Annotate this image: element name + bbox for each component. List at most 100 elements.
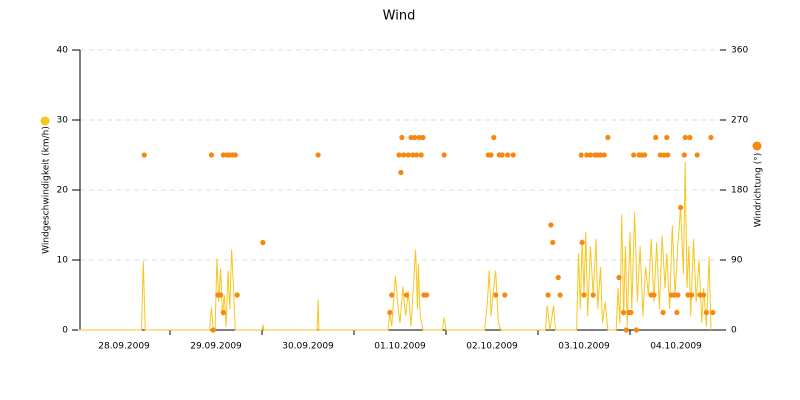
direction-point [491, 134, 497, 141]
direction-point [661, 152, 667, 158]
x-tick-label: 30.09.2009 [282, 342, 334, 352]
x-tick-label: 28.09.2009 [98, 342, 150, 352]
direction-point [581, 292, 587, 298]
direction-point [141, 152, 147, 158]
direction-point [399, 134, 405, 141]
direction-point [605, 134, 611, 141]
y-tick-label: 40 [57, 46, 69, 56]
direction-point [555, 274, 561, 281]
direction-point [660, 309, 666, 316]
direction-point [493, 292, 499, 298]
direction-point [398, 169, 404, 176]
direction-point [633, 327, 640, 333]
direction-point [601, 152, 607, 158]
direction-point [220, 309, 226, 316]
direction-point [620, 309, 627, 316]
direction-point [220, 152, 226, 158]
y2-tick-label: 90 [731, 256, 743, 266]
direction-point [651, 292, 657, 298]
direction-point [550, 239, 556, 246]
direction-point [557, 292, 563, 298]
direction-point [675, 292, 681, 298]
direction-point [413, 152, 420, 158]
direction-point [505, 152, 511, 158]
direction-point [234, 292, 240, 298]
direction-point [697, 292, 703, 298]
direction-point [499, 152, 505, 158]
direction-point [689, 292, 695, 298]
y-tick-label: 10 [57, 256, 69, 266]
direction-point [665, 152, 671, 158]
direction-point [708, 134, 714, 141]
legend-marker [40, 116, 50, 126]
direction-point [678, 204, 684, 211]
direction-point [685, 292, 691, 298]
y-tick-label: 0 [62, 326, 68, 336]
direction-point [703, 309, 709, 316]
legend-marker [752, 141, 762, 151]
direction-point [232, 152, 238, 158]
chart-title: Wind [383, 9, 416, 24]
direction-point [488, 152, 494, 158]
direction-point [694, 152, 700, 158]
y-tick-label: 30 [57, 116, 69, 126]
direction-point [701, 292, 707, 298]
y2-axis-title: Windrichtung (°) [754, 153, 764, 228]
direction-point [420, 134, 426, 141]
x-tick-label: 01.10.2009 [374, 342, 426, 352]
direction-point [628, 309, 634, 316]
direction-point [623, 327, 629, 333]
y-axis-title: Windgeschwindigkeit (km/h) [42, 126, 52, 254]
direction-point [418, 152, 424, 158]
direction-point [260, 239, 266, 246]
direction-point [657, 152, 663, 158]
direction-point [408, 134, 414, 141]
direction-point [687, 134, 693, 141]
direction-point [548, 222, 554, 228]
y2-tick-label: 270 [731, 116, 748, 126]
direction-point [403, 292, 410, 298]
direction-point [671, 292, 677, 298]
x-tick-label: 02.10.2009 [466, 342, 518, 352]
direction-point [642, 152, 648, 158]
direction-point [674, 309, 680, 316]
direction-point [424, 292, 430, 298]
direction-point [584, 152, 590, 158]
direction-point [389, 292, 395, 298]
direction-point [579, 239, 585, 246]
direction-point [631, 152, 637, 158]
direction-point [578, 152, 584, 158]
direction-point [545, 292, 551, 298]
direction-point [502, 292, 508, 298]
direction-point [681, 152, 687, 158]
direction-point [405, 152, 411, 158]
direction-point [416, 134, 422, 141]
direction-point [315, 152, 321, 158]
x-tick-label: 04.10.2009 [650, 342, 702, 352]
direction-point [412, 134, 418, 141]
direction-point [590, 292, 596, 298]
direction-point [218, 292, 224, 298]
y2-tick-label: 0 [731, 326, 737, 336]
direction-point [387, 309, 393, 316]
x-tick-label: 03.10.2009 [558, 342, 610, 352]
direction-point [682, 134, 688, 141]
direction-point [401, 152, 407, 158]
direction-point [441, 152, 447, 158]
y-tick-label: 20 [57, 186, 69, 196]
direction-point [396, 152, 402, 158]
direction-point [616, 274, 622, 281]
y2-tick-label: 180 [731, 186, 748, 196]
direction-point [597, 152, 604, 158]
direction-point [710, 309, 716, 316]
direction-point [653, 134, 659, 141]
direction-point [587, 152, 594, 158]
direction-point [510, 152, 516, 158]
speed-line [78, 161, 712, 331]
direction-point [208, 152, 214, 158]
direction-point [210, 327, 216, 333]
x-tick-label: 29.09.2009 [190, 342, 242, 352]
direction-point [410, 152, 416, 158]
y2-tick-label: 360 [731, 46, 748, 56]
